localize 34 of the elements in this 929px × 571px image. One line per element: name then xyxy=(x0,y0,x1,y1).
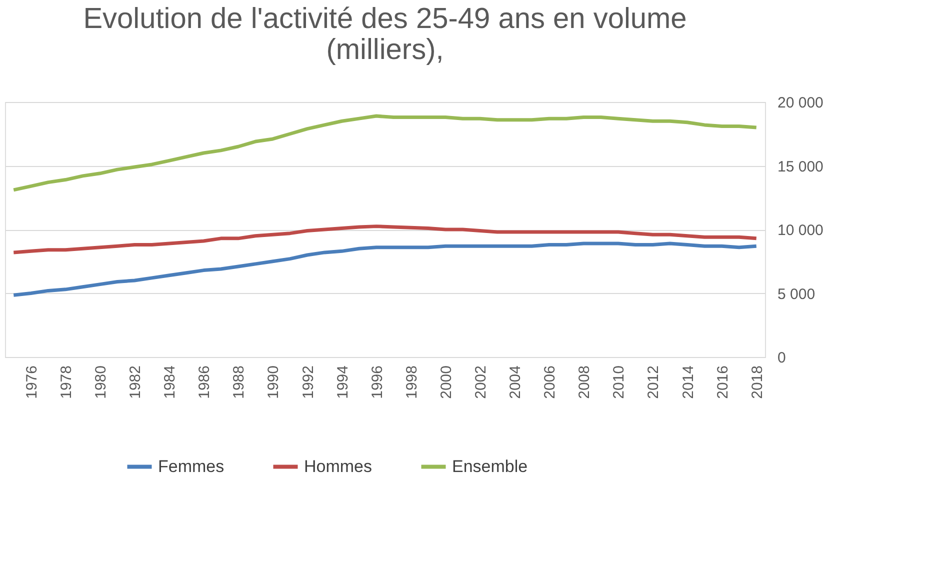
y-tick-label: 15 000 xyxy=(778,158,824,176)
x-tick-label: 1992 xyxy=(300,366,317,399)
legend-label: Ensemble xyxy=(452,456,528,476)
x-tick-label: 1978 xyxy=(58,366,75,399)
x-tick-label: 2000 xyxy=(438,366,455,399)
x-tick-label: 2004 xyxy=(507,366,524,399)
chart-title: Evolution de l'activité des 25-49 ans en volume (milliers), xyxy=(83,3,687,66)
x-tick-label: 2010 xyxy=(610,366,628,399)
y-tick-label: 10 000 xyxy=(778,222,824,239)
legend-label: Femmes xyxy=(158,456,224,476)
x-tick-label: 2016 xyxy=(714,366,732,399)
line-series xyxy=(12,224,758,254)
x-tick-label: 1982 xyxy=(127,366,144,399)
x-tick-label: 1994 xyxy=(334,366,352,399)
x-tick-label: 1986 xyxy=(196,366,214,399)
x-tick-label: 1984 xyxy=(162,366,179,399)
x-tick-label: 1980 xyxy=(92,366,110,399)
x-tick-label: 2006 xyxy=(542,366,559,399)
x-tick-label: 1998 xyxy=(403,366,420,399)
x-tick-label: 2008 xyxy=(576,366,594,399)
x-tick-label: 1996 xyxy=(368,366,386,399)
x-tick-label: 1990 xyxy=(265,366,282,399)
y-tick-label: 5 000 xyxy=(778,286,816,303)
x-tick-label: 2014 xyxy=(680,366,697,399)
x-tick-label: 1976 xyxy=(23,366,40,399)
x-tick-label: 2012 xyxy=(645,366,662,399)
y-tick-label: 20 000 xyxy=(778,94,824,112)
legend-label: Hommes xyxy=(304,456,372,476)
line-series xyxy=(12,242,758,297)
x-tick-label: 2002 xyxy=(472,366,490,399)
y-tick-label: 0 xyxy=(778,350,786,366)
x-tick-label: 1988 xyxy=(230,366,248,399)
x-tick-label: 2018 xyxy=(748,366,766,399)
line-series xyxy=(12,114,758,192)
